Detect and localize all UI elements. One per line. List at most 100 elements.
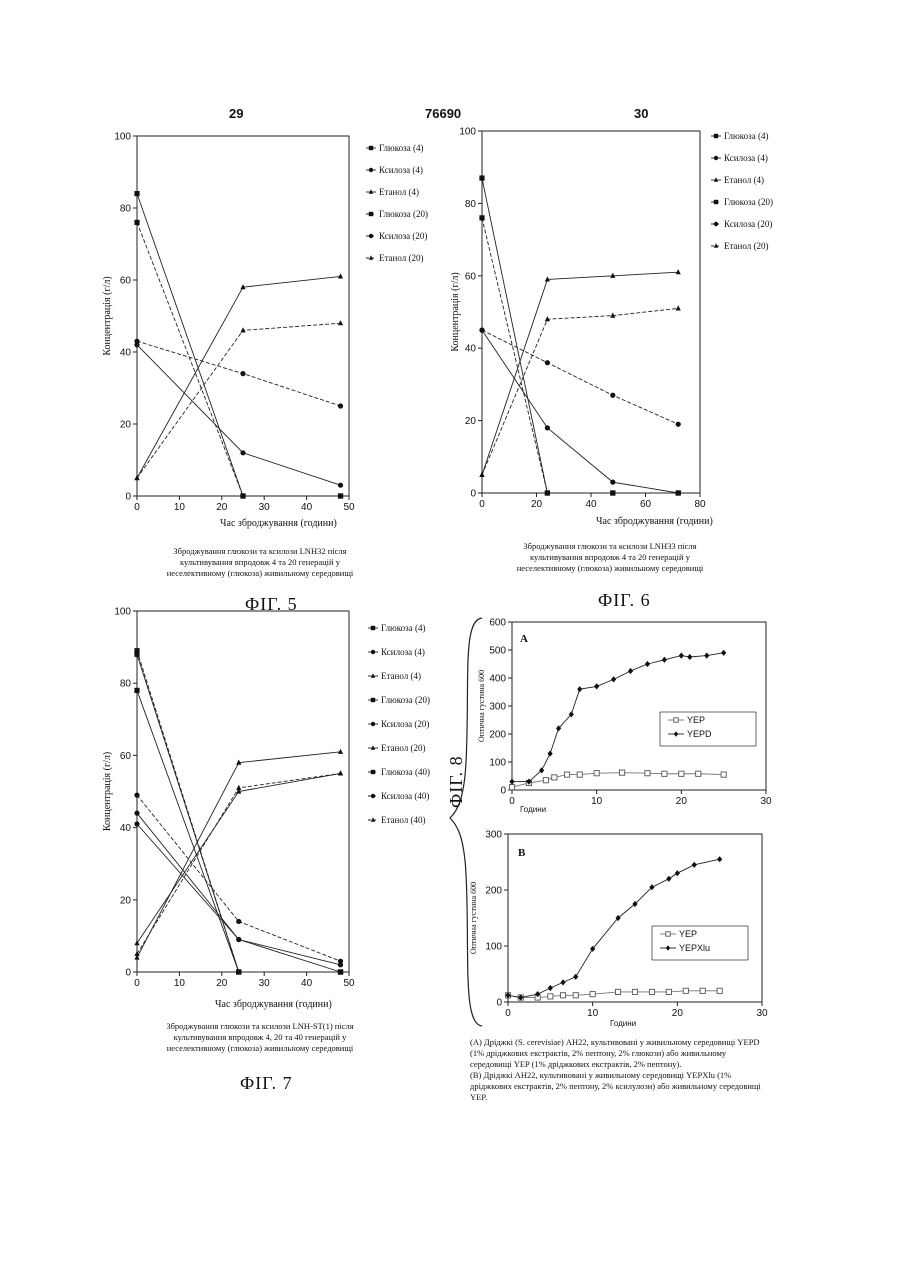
data-point — [479, 472, 484, 477]
data-point — [479, 328, 484, 333]
data-point — [676, 422, 681, 427]
series-line — [482, 330, 678, 493]
x-tick-label: 10 — [591, 796, 603, 807]
legend-marker — [371, 722, 375, 726]
legend-label: Етанол (4) — [379, 187, 419, 197]
data-point — [676, 490, 681, 495]
y-tick-label: 100 — [114, 132, 131, 143]
legend-label: Ксилоза (4) — [724, 153, 768, 163]
y-tick-label: 200 — [485, 886, 502, 897]
data-point — [552, 775, 557, 780]
panel-letter: A — [520, 633, 528, 645]
x-tick-label: 10 — [174, 978, 186, 989]
data-point — [610, 490, 615, 495]
y-tick-label: 80 — [465, 199, 477, 210]
data-point — [509, 785, 514, 790]
data-point — [338, 273, 343, 278]
x-tick-label: 20 — [676, 796, 688, 807]
x-axis-label: Години — [610, 1019, 636, 1028]
fig7-label: ФІГ. 7 — [240, 1073, 293, 1094]
data-point — [338, 493, 343, 498]
y-tick-label: 0 — [125, 968, 131, 979]
fig8-label: ФІГ. 8 — [446, 755, 467, 808]
fig5-chart: 01020304050020406080100Час зброджування … — [100, 126, 450, 536]
fig6-label: ФІГ. 6 — [598, 590, 651, 611]
legend-marker — [369, 168, 373, 172]
series-line — [137, 654, 341, 972]
y-tick-label: 400 — [489, 674, 506, 685]
data-point — [721, 772, 726, 777]
y-tick-label: 100 — [459, 127, 476, 138]
data-point — [666, 876, 671, 882]
legend-label: Етанол (20) — [724, 241, 768, 251]
caption-line: неселективному (глюкоза) живильному сере… — [135, 1043, 385, 1054]
caption-line: дріджкових екстрактів, 2% пептону, 2% кс… — [470, 1081, 775, 1092]
series-line — [482, 178, 678, 493]
fig8a-chart: 01020300100200300400500600ГодиниОптична … — [470, 612, 780, 822]
data-point — [675, 870, 680, 876]
data-point — [236, 785, 241, 790]
page-number-left: 29 — [229, 106, 243, 121]
caption-line: (А) Дріджкі (S. cerevisiae) AH22, культи… — [470, 1037, 775, 1048]
series-line — [137, 752, 341, 958]
x-tick-label: 40 — [301, 502, 313, 513]
fig5-caption: Зброджування глюкози та ксилози LNH32 пі… — [140, 546, 380, 579]
data-point — [577, 772, 582, 777]
y-tick-label: 0 — [470, 489, 476, 500]
data-point — [545, 490, 550, 495]
legend-label: Глюкоза (4) — [381, 623, 425, 633]
data-point — [590, 992, 595, 997]
x-axis-label: Час зброджування (години) — [220, 518, 337, 529]
legend-marker — [714, 156, 718, 160]
data-point — [134, 793, 139, 798]
data-point — [545, 425, 550, 430]
y-tick-label: 60 — [120, 276, 132, 287]
x-axis-label: Час зброджування (години) — [596, 516, 713, 527]
legend-marker — [714, 222, 718, 226]
x-tick-label: 0 — [509, 796, 515, 807]
x-tick-label: 50 — [343, 978, 355, 989]
data-point — [236, 969, 241, 974]
fig8-brace — [446, 612, 486, 1032]
legend-marker — [371, 770, 375, 774]
x-tick-label: 20 — [672, 1008, 684, 1019]
series-line — [482, 330, 678, 424]
x-tick-label: 20 — [216, 502, 228, 513]
series-line — [137, 824, 341, 965]
data-point — [662, 657, 667, 663]
data-point — [338, 403, 343, 408]
x-tick-label: 30 — [760, 796, 772, 807]
data-point — [548, 994, 553, 999]
data-point — [560, 993, 565, 998]
series-line — [137, 222, 341, 496]
data-point — [134, 821, 139, 826]
series-line — [137, 773, 341, 954]
legend-label: YEP — [687, 715, 705, 725]
y-axis-label: Концентрація (г/л) — [450, 272, 461, 351]
data-point — [134, 220, 139, 225]
data-point — [509, 779, 514, 785]
data-point — [338, 483, 343, 488]
legend-label: Етанол (4) — [381, 671, 421, 681]
series-line — [137, 194, 341, 496]
page-number-center: 76690 — [425, 106, 461, 121]
x-tick-label: 60 — [640, 499, 652, 510]
data-point — [134, 811, 139, 816]
data-point — [134, 191, 139, 196]
data-point — [696, 771, 701, 776]
data-point — [649, 989, 654, 994]
caption-line: Зброджування глюкози та ксилози LNH32 пі… — [140, 546, 380, 557]
x-tick-label: 10 — [174, 502, 186, 513]
data-point — [338, 320, 343, 325]
data-point — [543, 778, 548, 783]
fig8-caption: (А) Дріджкі (S. cerevisiae) AH22, культи… — [470, 1037, 775, 1103]
data-point — [721, 650, 726, 656]
data-point — [632, 989, 637, 994]
series-line — [137, 323, 341, 478]
legend-label: Глюкоза (40) — [381, 767, 430, 777]
y-tick-label: 60 — [120, 751, 132, 762]
legend-marker — [371, 673, 375, 677]
data-point — [662, 771, 667, 776]
caption-line: неселективному (глюкоза) живильному сере… — [140, 568, 380, 579]
legend-marker — [369, 146, 373, 150]
